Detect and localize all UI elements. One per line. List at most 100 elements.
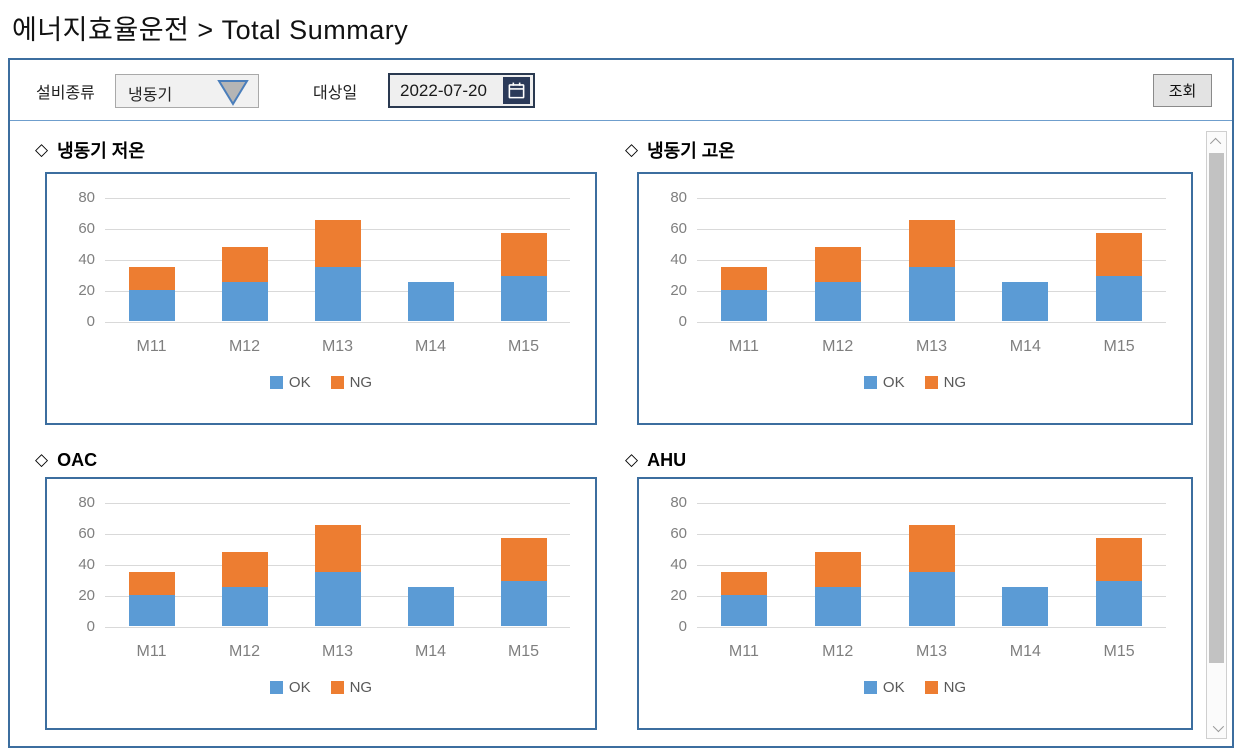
y-axis-tick: 40 [78,556,95,573]
bar-segment-ng [720,266,767,290]
bar-segment-ok [908,571,955,626]
x-axis-label: M12 [822,643,854,660]
diamond-icon: ◇ [35,450,49,469]
bar-stack [908,220,955,321]
bar-segment-ng [720,571,767,595]
bar-segment-ok [221,587,268,626]
x-axis-label: M15 [507,338,540,355]
target-date-input[interactable]: 2022-07-20 [388,73,535,108]
x-axis-label: M15 [1103,643,1135,660]
bar-segment-ok [500,581,547,626]
bar-segment-ok [1096,581,1143,626]
section-title-oac: ◇ OAC [35,448,97,472]
bar-segment-ok [908,266,955,321]
x-axis-label: M14 [1009,338,1041,355]
bar-segment-ng [314,525,361,572]
legend-item-ng: NG [924,679,967,696]
page-title: 에너지효율운전 > Total Summary [12,15,409,45]
diamond-icon: ◇ [625,450,639,469]
legend-swatch-ok [269,681,283,694]
legend: OK NG [639,679,1191,696]
legend-label: OK [288,679,311,696]
equipment-type-value: 냉동기 [128,87,173,104]
bar-segment-ok [500,276,547,321]
legend-label: OK [882,374,905,391]
scrollbar-down-icon[interactable] [1207,719,1226,737]
bar-stack [1096,537,1143,626]
bar-segment-ok [720,290,767,321]
bar-stack [407,282,454,321]
x-axis-label: M11 [728,643,759,660]
bar-stack [128,266,175,321]
bar-segment-ok [314,266,361,321]
legend-swatch-ok [863,376,877,389]
x-axis-label: M12 [228,338,261,355]
scrollbar-up-icon[interactable] [1207,133,1226,151]
plot-area: M11 M12 M13 M14 M15 [697,503,1166,660]
gridline [697,627,1166,628]
legend: OK NG [47,374,595,391]
legend-item-ok: OK [863,374,905,391]
y-axis-tick: 20 [78,282,95,299]
bar-stack [221,246,268,321]
x-axis-label: M15 [507,643,540,660]
legend-swatch-ng [330,681,344,694]
x-axis-label: M11 [136,338,167,355]
equipment-type-dropdown[interactable]: 냉동기 [115,74,259,108]
bar-segment-ok [814,282,861,321]
filter-bar: 설비종류 냉동기 대상일 2022-07-20 조회 [10,60,1232,121]
gridline [105,627,570,628]
bar-segment-ok [128,595,175,626]
legend: OK NG [639,374,1191,391]
vertical-scrollbar[interactable] [1206,131,1227,739]
bar-stack [908,525,955,626]
bar-segment-ok [720,595,767,626]
bar-stack [1096,232,1143,321]
y-axis-tick: 0 [678,618,687,635]
scrollbar-thumb[interactable] [1209,153,1224,663]
legend-swatch-ok [269,376,283,389]
bar-stack [500,232,547,321]
y-axis-tick: 80 [78,494,95,511]
section-title-text: AHU [647,449,687,470]
search-button[interactable]: 조회 [1153,74,1212,107]
bar-stack [128,571,175,626]
section-title-ahu: ◇ AHU [625,448,686,472]
x-axis-label: M12 [822,338,854,355]
equipment-type-label: 설비종류 [36,85,95,102]
gridline [697,322,1166,323]
legend-label: OK [288,374,311,391]
x-axis-label: M11 [728,338,759,355]
bar-segment-ng [314,220,361,267]
bar-stack [1002,587,1049,626]
legend-label: OK [882,679,905,696]
bar-segment-ng [221,246,268,283]
calendar-icon[interactable] [503,77,530,104]
bar-segment-ok [814,587,861,626]
y-axis-tick: 40 [670,251,687,268]
section-title-text: 냉동기 저온 [57,141,145,161]
chart-ahu: 0 20 40 60 80 M11 M12 M13 M14 M15 OK NG [637,477,1193,730]
plot-area: M11 M12 M13 M14 M15 [105,198,570,355]
bar-segment-ok [1002,282,1049,321]
section-title-chiller-low: ◇ 냉동기 저온 [35,138,145,162]
legend-item-ok: OK [863,679,905,696]
legend-label: NG [943,679,967,696]
legend-label: NG [943,374,967,391]
bar-segment-ng [500,537,547,582]
section-title-text: 냉동기 고온 [647,141,735,161]
bar-segment-ok [221,282,268,321]
bar-stack [720,571,767,626]
bar-segment-ok [314,571,361,626]
bar-segment-ok [407,587,454,626]
y-axis-tick: 60 [78,220,95,237]
x-axis-label: M14 [414,338,447,355]
bar-segment-ng [221,551,268,588]
gridline [105,322,570,323]
bar-stack [500,537,547,626]
chart-chiller-low: 0 20 40 60 80 M11 M12 M13 M14 M15 OK NG [45,172,597,425]
x-axis-label: M15 [1103,338,1135,355]
legend-swatch-ng [330,376,344,389]
legend-swatch-ng [924,681,938,694]
bar-stack [314,220,361,321]
